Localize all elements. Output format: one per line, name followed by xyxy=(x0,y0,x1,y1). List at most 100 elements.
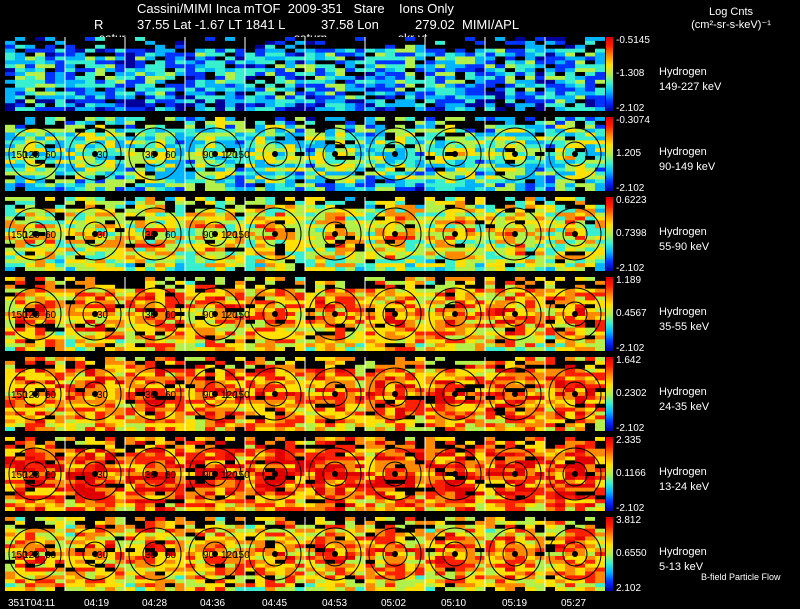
data-pixel xyxy=(115,347,126,351)
data-pixel xyxy=(375,187,386,191)
data-pixel xyxy=(235,347,246,351)
data-pixel xyxy=(535,308,546,313)
data-pixel xyxy=(165,263,176,268)
data-pixel xyxy=(285,99,296,104)
data-pixel xyxy=(185,288,196,293)
data-pixel xyxy=(285,200,296,206)
data-pixel xyxy=(255,243,266,248)
data-pixel xyxy=(315,163,326,168)
data-pixel xyxy=(425,292,436,297)
data-pixel xyxy=(35,360,46,366)
data-pixel xyxy=(375,197,386,202)
data-pixel xyxy=(345,159,356,165)
data-pixel xyxy=(525,204,536,209)
data-pixel xyxy=(435,315,446,321)
data-pixel xyxy=(105,187,116,191)
data-pixel xyxy=(475,280,486,286)
data-pixel xyxy=(375,312,386,317)
data-pixel xyxy=(165,308,176,313)
data-pixel xyxy=(335,347,346,351)
data-pixel xyxy=(225,263,236,268)
data-pixel xyxy=(85,48,96,53)
data-pixel xyxy=(265,204,276,209)
data-pixel xyxy=(315,212,326,217)
data-pixel xyxy=(595,136,605,141)
data-pixel xyxy=(235,339,246,344)
data-pixel xyxy=(135,335,146,340)
data-pixel xyxy=(465,155,476,161)
data-pixel xyxy=(345,179,356,184)
data-pixel xyxy=(45,120,56,126)
data-pixel xyxy=(515,251,526,256)
data-pixel xyxy=(475,179,486,184)
data-pixel xyxy=(185,197,196,202)
data-pixel xyxy=(345,235,356,241)
data-pixel xyxy=(125,167,136,172)
data-pixel xyxy=(45,255,56,260)
data-pixel xyxy=(285,224,296,229)
data-pixel xyxy=(265,159,276,165)
data-pixel xyxy=(585,120,596,126)
data-pixel xyxy=(265,339,276,344)
data-pixel xyxy=(305,79,316,85)
data-pixel xyxy=(305,120,316,126)
data-pixel xyxy=(505,331,516,336)
data-pixel xyxy=(125,136,136,141)
data-pixel xyxy=(105,259,116,264)
data-pixel xyxy=(265,208,276,213)
data-pixel xyxy=(85,171,96,176)
data-pixel xyxy=(205,95,216,100)
data-pixel xyxy=(485,288,496,293)
data-pixel xyxy=(215,175,226,180)
data-pixel xyxy=(275,239,286,245)
data-pixel xyxy=(15,308,26,313)
data-pixel xyxy=(235,292,246,297)
data-pixel xyxy=(155,152,166,157)
data-pixel xyxy=(25,331,36,336)
data-pixel xyxy=(375,64,386,69)
data-pixel xyxy=(365,83,376,88)
data-pixel xyxy=(145,103,156,108)
data-pixel xyxy=(405,308,416,313)
data-pixel xyxy=(365,128,376,133)
data-pixel xyxy=(225,117,236,122)
data-pixel xyxy=(405,124,416,129)
data-pixel xyxy=(375,292,386,297)
data-pixel xyxy=(355,52,366,57)
data-pixel xyxy=(475,107,486,111)
data-pixel xyxy=(35,83,46,88)
data-pixel xyxy=(585,259,596,264)
data-pixel xyxy=(445,44,456,49)
data-pixel xyxy=(315,255,326,260)
data-pixel xyxy=(345,200,356,206)
data-pixel xyxy=(255,323,266,328)
data-pixel xyxy=(85,87,96,92)
data-pixel xyxy=(435,224,446,229)
data-pixel xyxy=(385,68,396,73)
data-pixel xyxy=(475,72,486,77)
data-pixel xyxy=(75,107,86,111)
data-pixel xyxy=(165,335,176,340)
data-pixel xyxy=(245,296,256,301)
data-pixel xyxy=(495,347,506,351)
data-pixel xyxy=(445,163,456,168)
data-pixel xyxy=(585,255,596,260)
data-pixel xyxy=(305,132,316,137)
data-pixel xyxy=(255,319,266,325)
data-pixel xyxy=(575,171,586,176)
data-pixel xyxy=(275,224,286,229)
data-pixel xyxy=(545,315,556,321)
data-pixel xyxy=(465,179,476,184)
data-pixel xyxy=(245,56,256,61)
data-pixel xyxy=(445,56,456,61)
data-pixel xyxy=(325,243,336,248)
data-pixel xyxy=(475,343,486,348)
data-pixel xyxy=(385,200,396,206)
data-pixel xyxy=(155,204,166,209)
data-pixel xyxy=(545,56,556,61)
data-pixel xyxy=(155,44,166,49)
data-pixel xyxy=(75,183,86,188)
data-pixel xyxy=(145,95,156,100)
data-pixel xyxy=(335,155,346,161)
data-pixel xyxy=(275,208,286,213)
